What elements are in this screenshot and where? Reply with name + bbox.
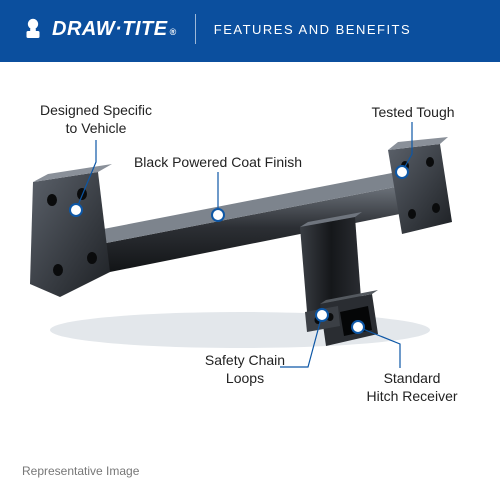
diagram-canvas: Designed Specific to Vehicle Black Power… <box>0 62 500 492</box>
hitch-ball-icon <box>20 16 46 42</box>
header-bar: DRAW·TITE® FEATURES AND BENEFITS <box>0 0 500 62</box>
registered-mark: ® <box>170 27 177 37</box>
brand-sub: TITE <box>122 18 167 41</box>
marker-finish <box>211 208 225 222</box>
label-finish: Black Powered Coat Finish <box>118 154 318 172</box>
label-receiver: Standard Hitch Receiver <box>352 370 472 405</box>
brand-main: DRAW <box>52 18 115 41</box>
label-designed: Designed Specific to Vehicle <box>26 102 166 137</box>
marker-designed <box>69 203 83 217</box>
label-tested: Tested Tough <box>358 104 468 122</box>
header-subtitle: FEATURES AND BENEFITS <box>214 22 411 37</box>
label-loops: Safety Chain Loops <box>190 352 300 387</box>
marker-receiver <box>351 320 365 334</box>
brand-text: DRAW·TITE® <box>52 18 177 41</box>
marker-loops <box>315 308 329 322</box>
brand-sep: · <box>115 18 122 41</box>
brand-logo: DRAW·TITE® <box>20 16 177 42</box>
footer-note: Representative Image <box>22 464 139 478</box>
header-divider <box>195 14 196 44</box>
marker-tested <box>395 165 409 179</box>
